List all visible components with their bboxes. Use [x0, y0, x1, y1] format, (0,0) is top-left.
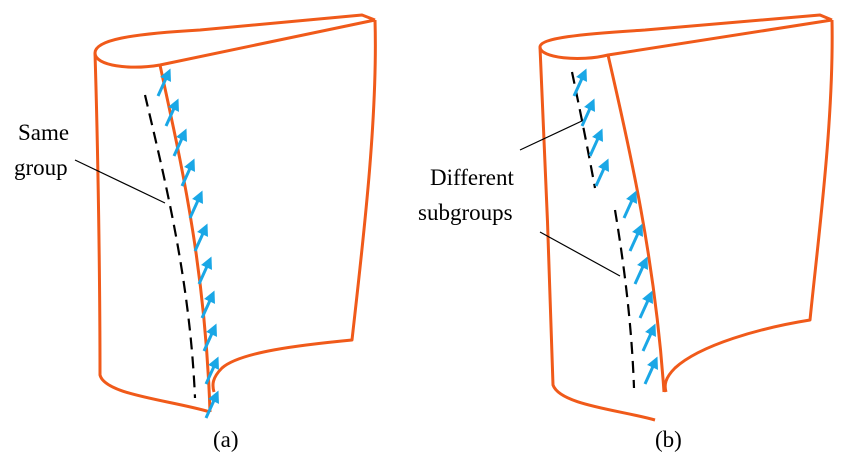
- figure: Same group (a) Different subgroups (b): [0, 0, 844, 455]
- arrow: [643, 329, 653, 351]
- label: subgroups: [418, 200, 513, 225]
- arrow: [630, 229, 640, 251]
- arrow: [199, 262, 209, 284]
- arrow: [645, 362, 655, 384]
- leader-line: [75, 160, 165, 203]
- arrow: [596, 164, 606, 186]
- caption: (b): [655, 427, 682, 452]
- dashed-line: [145, 95, 195, 398]
- arrow: [635, 262, 645, 284]
- outline: [95, 15, 375, 67]
- panel-b: Different subgroups (b): [418, 15, 832, 452]
- panel-a: Same group (a): [14, 15, 375, 452]
- outline: [213, 20, 375, 392]
- label: Different: [430, 165, 514, 190]
- arrow: [624, 196, 634, 218]
- outline: [665, 20, 832, 392]
- label: group: [14, 155, 68, 180]
- arrow: [190, 196, 200, 218]
- leader-line: [540, 232, 620, 276]
- arrows: [158, 74, 655, 418]
- seam: [608, 55, 664, 392]
- caption: (a): [213, 427, 239, 452]
- seam: [160, 65, 210, 412]
- dashed-line: [615, 210, 634, 388]
- outline: [540, 15, 832, 58]
- arrow: [582, 104, 592, 126]
- arrow: [195, 229, 205, 251]
- arrow: [574, 74, 584, 96]
- leader-line: [520, 120, 584, 150]
- label: Same: [18, 120, 69, 145]
- arrow: [590, 134, 600, 156]
- arrow: [640, 296, 650, 318]
